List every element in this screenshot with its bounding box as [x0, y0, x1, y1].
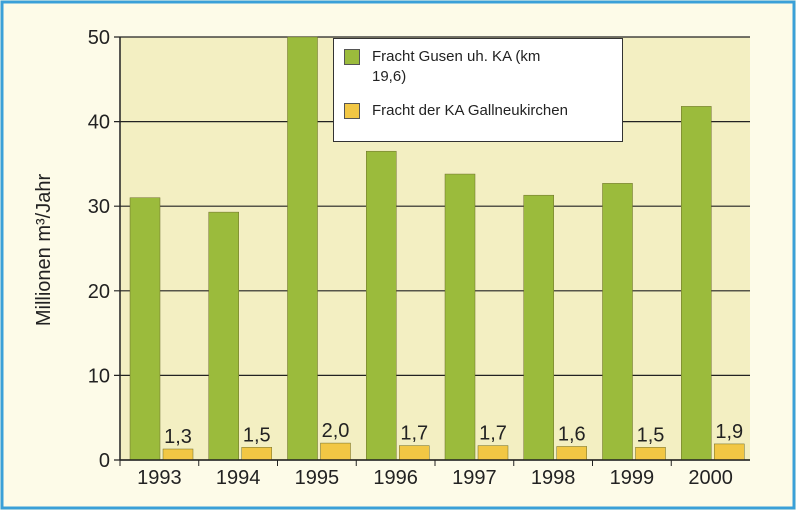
bar [366, 150, 397, 461]
bar [556, 446, 587, 461]
bar [681, 106, 712, 461]
x-tick-label: 2000 [688, 467, 733, 489]
bar [208, 211, 239, 461]
x-tick-label: 1993 [137, 467, 182, 489]
legend-swatch [344, 49, 360, 65]
bar [399, 445, 430, 461]
x-tick-label: 1996 [373, 467, 418, 489]
bar [320, 442, 351, 461]
legend-item: Fracht Gusen uh. KA (km 19,6) [344, 47, 612, 87]
legend-label: Fracht der KA Gallneukirchen [372, 102, 568, 119]
bar [477, 445, 509, 461]
y-axis-label: Millionen m³/Jahr [33, 174, 55, 327]
legend-item: Fracht der KA Gallneukirchen [344, 101, 612, 121]
value-label: 1,7 [479, 423, 507, 445]
x-tick-label: 1995 [295, 467, 340, 489]
bar [129, 197, 161, 461]
y-tick-label: 10 [88, 365, 110, 387]
bar [635, 447, 666, 461]
value-label: 1,6 [558, 423, 586, 445]
bar [523, 194, 554, 461]
value-label: 1,7 [400, 423, 428, 445]
value-label: 2,0 [322, 420, 350, 442]
legend-label: Fracht Gusen uh. KA (km 19,6) [372, 48, 541, 85]
value-label: 1,5 [243, 424, 271, 446]
x-tick-label: 1998 [531, 467, 576, 489]
bar [444, 173, 476, 461]
value-label: 1,3 [164, 426, 192, 448]
legend-swatch [344, 103, 360, 119]
value-label: 1,9 [715, 421, 743, 443]
bar [241, 447, 272, 461]
bar [287, 36, 318, 461]
y-tick-label: 0 [99, 450, 110, 472]
bar [602, 183, 633, 461]
x-tick-label: 1994 [216, 467, 261, 489]
value-label: 1,5 [637, 424, 665, 446]
legend: Fracht Gusen uh. KA (km 19,6) Fracht der … [333, 38, 623, 142]
bar [714, 443, 745, 461]
y-tick-label: 20 [88, 281, 110, 303]
x-tick-label: 1997 [452, 467, 497, 489]
y-tick-label: 40 [88, 112, 110, 134]
bar [162, 448, 194, 461]
y-tick-label: 30 [88, 196, 110, 218]
y-tick-label: 50 [88, 27, 110, 49]
x-tick-label: 1999 [610, 467, 655, 489]
